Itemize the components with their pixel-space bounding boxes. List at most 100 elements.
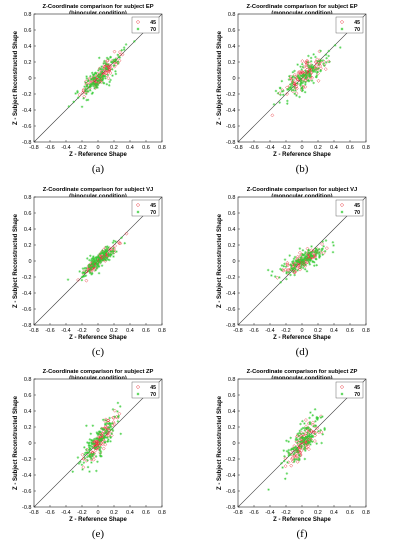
data-point-70 [301,65,305,69]
y-tick-label: -0.8 [226,323,235,329]
data-point-70 [312,53,315,56]
x-tick-label: 0.4 [126,145,134,151]
data-point-70 [100,437,103,440]
plot-area [34,197,162,325]
x-tick-label: 0.8 [362,510,370,516]
x-axis-label: Z - Reference Shape [273,517,331,523]
data-point-70 [308,69,311,73]
data-point-70 [301,426,305,430]
data-point-45 [307,61,312,66]
data-point-70 [92,84,95,88]
data-point-70 [295,263,298,266]
data-point-45 [283,464,288,469]
data-point-70 [287,454,291,457]
data-point-70 [101,75,105,78]
data-point-70 [312,264,316,267]
data-point-45 [285,260,290,265]
data-point-70 [97,265,101,269]
data-point-70 [87,444,91,447]
x-tick-label: -0.8 [233,145,242,151]
data-point-70 [78,270,82,273]
data-point-70 [97,256,101,260]
data-point-45 [312,430,317,435]
x-tick-label: 0.8 [158,145,166,151]
data-point-70 [67,105,71,108]
data-point-70 [303,445,306,449]
data-point-70 [309,439,313,443]
x-tick-label: -0.8 [233,328,242,334]
data-point-45 [76,277,81,282]
y-tick-label: -0.4 [226,291,235,297]
data-point-70 [95,255,98,259]
data-point-70 [106,426,110,429]
data-point-70 [97,264,101,268]
data-point-70 [308,257,312,261]
data-point-70 [102,436,106,440]
data-point-70 [308,64,312,68]
data-point-70 [321,59,325,62]
data-point-70 [323,249,327,253]
data-point-70 [85,77,89,80]
legend-marker-45 [339,19,345,25]
data-point-70 [89,456,93,459]
data-point-70 [93,260,96,263]
data-point-45 [111,416,116,420]
data-point-70 [85,257,89,260]
data-point-70 [278,86,282,90]
data-point-70 [301,85,304,89]
data-point-70 [98,77,102,80]
data-point-70 [84,92,88,96]
data-point-70 [311,260,315,263]
data-point-70 [273,275,277,278]
data-point-70 [99,72,102,76]
x-tick-label: 0.2 [110,510,118,516]
data-point-70 [122,46,126,49]
data-point-70 [92,261,95,265]
y-axis-label: Z - Subject Reconstructed Shape [13,395,19,490]
data-point-70 [312,70,315,74]
data-point-70 [282,459,286,463]
data-point-70 [301,81,304,85]
data-point-70 [306,252,310,255]
data-point-45 [285,263,290,268]
data-point-70 [300,89,304,93]
data-point-70 [300,436,303,440]
data-point-45 [285,92,289,96]
data-point-70 [96,264,100,268]
data-point-70 [303,436,307,440]
data-point-70 [308,71,311,75]
data-point-70 [108,80,112,84]
data-point-70 [83,85,86,89]
data-point-70 [285,102,289,105]
data-point-70 [104,63,108,66]
data-point-70 [287,87,291,90]
data-point-70 [283,262,286,266]
data-point-70 [99,73,103,76]
data-point-45 [106,64,111,69]
data-point-70 [133,40,136,43]
data-point-70 [305,435,308,439]
data-point-45 [295,459,300,464]
data-point-70 [305,255,309,259]
chart-title-line2: (binocular condition) [69,376,127,382]
legend-marker-70 [340,210,344,214]
plot-area [238,14,366,142]
y-tick-label: 0.6 [228,393,236,399]
data-point-70 [310,245,313,248]
data-point-70 [313,408,317,411]
data-point-70 [298,444,301,447]
data-point-45 [320,242,324,246]
data-point-70 [74,92,77,95]
data-point-70 [310,253,313,257]
data-point-70 [318,247,321,251]
data-point-70 [314,55,317,59]
data-point-70 [89,74,92,78]
x-tick-label: -0.2 [77,510,86,516]
data-point-70 [272,103,276,106]
y-tick-label: -0.8 [22,140,31,146]
data-point-70 [91,91,95,95]
chart-title-line1: Z-Coordinate comparison for subject VJ [43,187,153,193]
y-tick-label: 0 [232,76,235,82]
data-point-70 [293,92,296,96]
